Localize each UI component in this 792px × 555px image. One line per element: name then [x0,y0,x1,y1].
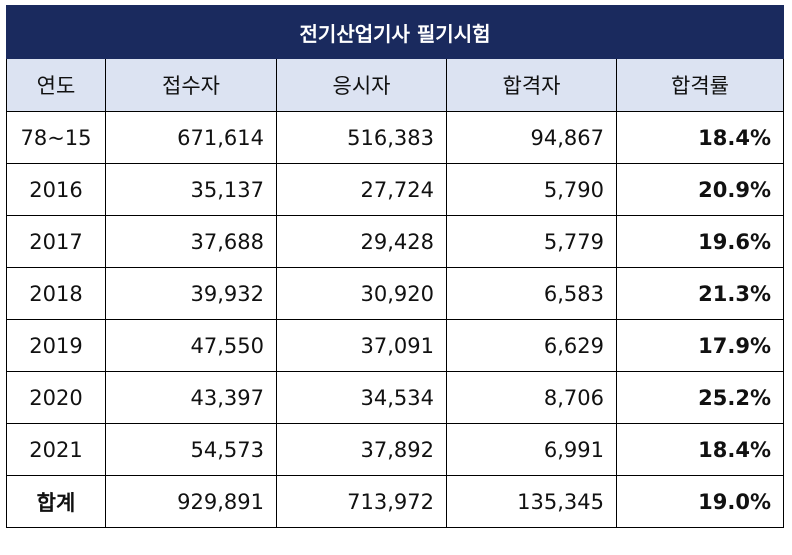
year-cell: 2021 [6,423,106,476]
table-title: 전기산업기사 필기시험 [5,5,785,59]
pass-rate-cell: 17.9% [615,319,785,372]
exam-stats-table: 전기산업기사 필기시험 연도 접수자 응시자 합격자 합격률 78~15 671… [5,5,785,528]
passers-cell: 6,991 [446,423,617,476]
pass-rate-cell: 19.6% [615,215,785,268]
examinees-cell: 37,892 [276,423,447,476]
header-examinees: 응시자 [276,58,447,112]
header-year: 연도 [6,58,106,112]
examinees-cell: 516,383 [276,111,447,164]
total-applicants-cell: 929,891 [105,475,277,528]
pass-rate-cell: 20.9% [615,163,785,216]
header-pass-rate: 합격률 [615,58,785,112]
applicants-cell: 35,137 [105,163,277,216]
examinees-cell: 27,724 [276,163,447,216]
total-row: 합계 929,891 713,972 135,345 19.0% [6,475,785,528]
examinees-cell: 29,428 [276,215,447,268]
header-passers: 합격자 [446,58,617,112]
table-row: 2017 37,688 29,428 5,779 19.6% [6,215,785,268]
passers-cell: 8,706 [446,371,617,424]
examinees-cell: 37,091 [276,319,447,372]
total-passers-cell: 135,345 [446,475,617,528]
table-row: 78~15 671,614 516,383 94,867 18.4% [6,111,785,164]
year-cell: 2016 [6,163,106,216]
examinees-cell: 34,534 [276,371,447,424]
table-row: 2016 35,137 27,724 5,790 20.9% [6,163,785,216]
applicants-cell: 37,688 [105,215,277,268]
pass-rate-cell: 18.4% [615,423,785,476]
table-row: 2019 47,550 37,091 6,629 17.9% [6,319,785,372]
pass-rate-cell: 21.3% [615,267,785,320]
passers-cell: 5,779 [446,215,617,268]
year-cell: 2018 [6,267,106,320]
passers-cell: 5,790 [446,163,617,216]
table-row: 2018 39,932 30,920 6,583 21.3% [6,267,785,320]
applicants-cell: 47,550 [105,319,277,372]
total-examinees-cell: 713,972 [276,475,447,528]
passers-cell: 94,867 [446,111,617,164]
exam-stats-table-container: 전기산업기사 필기시험 연도 접수자 응시자 합격자 합격률 78~15 671… [5,5,785,528]
year-cell: 2017 [6,215,106,268]
pass-rate-cell: 25.2% [615,371,785,424]
total-label: 합계 [6,475,106,528]
header-applicants: 접수자 [105,58,277,112]
examinees-cell: 30,920 [276,267,447,320]
passers-cell: 6,629 [446,319,617,372]
applicants-cell: 39,932 [105,267,277,320]
table-row: 2021 54,573 37,892 6,991 18.4% [6,423,785,476]
year-cell: 78~15 [6,111,106,164]
table-row: 2020 43,397 34,534 8,706 25.2% [6,371,785,424]
year-cell: 2019 [6,319,106,372]
total-pass-rate-cell: 19.0% [615,475,785,528]
passers-cell: 6,583 [446,267,617,320]
pass-rate-cell: 18.4% [615,111,785,164]
applicants-cell: 671,614 [105,111,277,164]
year-cell: 2020 [6,371,106,424]
applicants-cell: 43,397 [105,371,277,424]
applicants-cell: 54,573 [105,423,277,476]
